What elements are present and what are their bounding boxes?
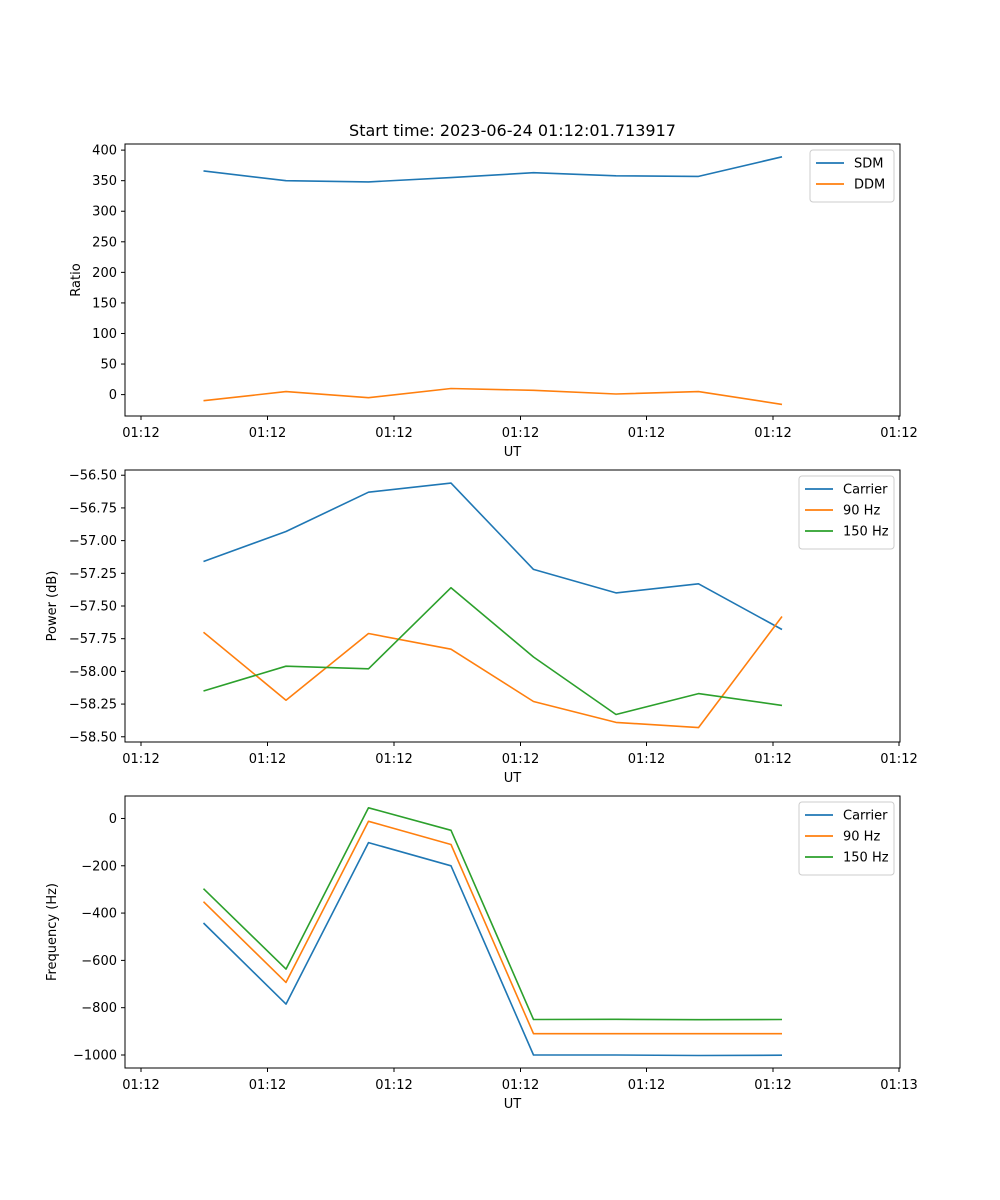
ratio-y-tick-label: 150 — [92, 296, 117, 311]
power-y-tick-label: −57.25 — [69, 567, 117, 582]
frequency-y-tick-label: −800 — [81, 1001, 117, 1016]
power-y-tick-label: −56.75 — [69, 501, 117, 516]
power-y-axis-label: Power (dB) — [45, 571, 60, 642]
frequency-panel: 01:12 01:12 01:12 01:12 01:12 01:12 01:13 0 −200… — [45, 795, 918, 1112]
ratio-y-tick-label: 400 — [92, 144, 117, 159]
power-series-90-hz-line — [202, 616, 783, 729]
ratio-axes-frame — [124, 143, 901, 417]
ratio-x-tick-label: 01:12 — [754, 426, 791, 441]
ratio-y-axis-label: Ratio — [69, 263, 84, 296]
frequency-y-tick-label: −400 — [81, 907, 117, 922]
ratio-y-tick-label: 0 — [109, 388, 117, 403]
frequency-series-90-hz-line — [202, 820, 782, 1035]
frequency-x-tick-label: 01:12 — [502, 1078, 539, 1093]
power-y-tick-label: −58.00 — [69, 665, 117, 680]
power-legend-label: Carrier — [843, 483, 888, 498]
power-series-150-hz-line — [203, 586, 783, 716]
power-x-tick-label: 01:12 — [249, 752, 286, 767]
ratio-y-tick-label: 350 — [92, 174, 117, 189]
power-y-tick-label: −56.50 — [69, 469, 117, 484]
frequency-legend-label: 90 Hz — [843, 830, 880, 845]
power-y-tick-label: −58.50 — [69, 730, 117, 745]
power-y-tick-label: −58.25 — [69, 698, 117, 713]
frequency-y-axis-label: Frequency (Hz) — [45, 883, 60, 981]
frequency-y-tick-label: −200 — [81, 859, 117, 874]
power-x-tick-label: 01:12 — [375, 752, 412, 767]
frequency-x-tick-label: 01:12 — [628, 1078, 665, 1093]
frequency-y-tick-label: 0 — [109, 812, 117, 827]
ratio-y-tick-label: 250 — [92, 235, 117, 250]
frequency-legend-label: Carrier — [843, 809, 888, 824]
figure-title: Start time: 2023-06-24 01:12:01.713917 — [349, 121, 676, 140]
ratio-x-tick-label: 01:12 — [502, 426, 539, 441]
frequency-y-tick-label: −600 — [81, 954, 117, 969]
ratio-series-sdm-line — [203, 156, 783, 183]
power-x-tick-label: 01:12 — [502, 752, 539, 767]
frequency-x-tick-label: 01:12 — [375, 1078, 412, 1093]
power-legend-label: 90 Hz — [843, 504, 880, 519]
ratio-x-axis-label: UT — [504, 445, 522, 460]
frequency-x-tick-label: 01:13 — [880, 1078, 917, 1093]
ratio-x-tick-label: 01:12 — [375, 426, 412, 441]
ratio-y-tick-label: 300 — [92, 205, 117, 220]
ratio-x-tick-label: 01:12 — [249, 426, 286, 441]
frequency-y-tick-label: −1000 — [73, 1048, 117, 1063]
power-series-carrier-line — [203, 482, 783, 631]
power-y-tick-label: −57.50 — [69, 600, 117, 615]
ratio-y-tick-label: 100 — [92, 327, 117, 342]
power-y-tick-label: −57.00 — [69, 534, 117, 549]
frequency-x-tick-label: 01:12 — [754, 1078, 791, 1093]
ratio-y-tick-label: 200 — [92, 266, 117, 281]
frequency-series-carrier-line — [202, 841, 783, 1057]
power-x-tick-label: 01:12 — [122, 752, 159, 767]
frequency-x-tick-label: 01:12 — [249, 1078, 286, 1093]
ratio-x-tick-label: 01:12 — [880, 426, 917, 441]
ratio-x-tick-label: 01:12 — [628, 426, 665, 441]
power-x-tick-label: 01:12 — [880, 752, 917, 767]
power-legend-label: 150 Hz — [843, 525, 889, 540]
frequency-axes-frame — [124, 795, 901, 1069]
power-axes-frame — [124, 469, 901, 743]
frequency-x-axis-label: UT — [504, 1097, 522, 1112]
power-y-tick-label: −57.75 — [69, 632, 117, 647]
frequency-x-tick-label: 01:12 — [122, 1078, 159, 1093]
ratio-x-tick-label: 01:12 — [122, 426, 159, 441]
power-x-tick-label: 01:12 — [628, 752, 665, 767]
ratio-panel: 01:12 01:12 01:12 01:12 01:12 01:12 01:12 0 50 10… — [69, 143, 918, 460]
ratio-legend-label: SDM — [854, 157, 883, 172]
frequency-legend-label: 150 Hz — [843, 851, 889, 866]
frequency-series-150-hz-line — [202, 806, 783, 1021]
ratio-series-ddm-line — [203, 387, 783, 406]
power-panel: 01:12 01:12 01:12 01:12 01:12 01:12 01:12 −58.5… — [45, 469, 918, 786]
ratio-legend-label: DDM — [854, 178, 885, 193]
power-x-axis-label: UT — [504, 771, 522, 786]
ratio-y-tick-label: 50 — [100, 358, 117, 373]
power-x-tick-label: 01:12 — [754, 752, 791, 767]
